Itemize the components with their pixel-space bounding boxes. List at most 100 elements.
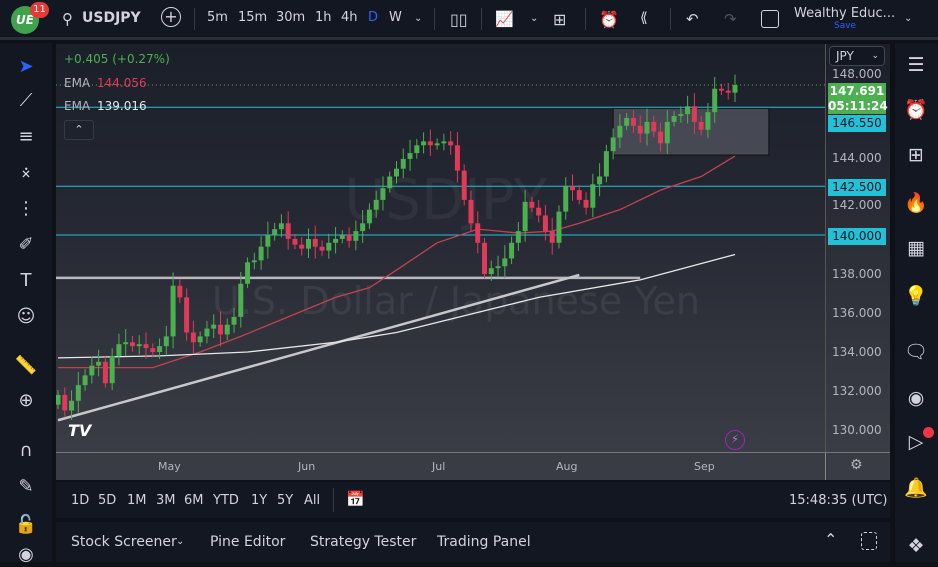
add-symbol-icon[interactable]: + <box>161 7 181 27</box>
magnet-icon[interactable]: ∩ <box>19 440 33 461</box>
range-3m[interactable]: 3M <box>156 493 176 508</box>
fib-icon[interactable]: ⋮ <box>17 198 35 219</box>
interval-15m[interactable]: 15m <box>238 10 268 25</box>
tab-stock-screener[interactable]: Stock Screener <box>71 534 177 550</box>
interval-w[interactable]: W <box>389 10 402 25</box>
candle-body <box>732 85 738 93</box>
chevron-down-icon[interactable]: ⌄ <box>904 13 913 24</box>
layout-name[interactable]: Wealthy Educ... <box>794 6 896 21</box>
tab-strategy-tester[interactable]: Strategy Tester <box>310 534 417 550</box>
ruler-icon[interactable]: 📏 <box>14 355 38 376</box>
bell-icon[interactable]: 🔔 <box>904 477 928 499</box>
candle-body <box>346 235 352 241</box>
emoji-icon[interactable]: ☺ <box>16 306 36 327</box>
tab-trading-panel[interactable]: Trading Panel <box>437 534 531 550</box>
candles-icon[interactable]: ▯▯ <box>450 10 468 29</box>
candle-body <box>387 176 393 189</box>
drawing-toolbar: ➤ ⟋ ≡ ⨰ ⋮ ✐ T ☺ 📏 ⊕ ∩ ✎ 🔓 ◉ <box>0 43 52 565</box>
candle-body <box>319 246 325 251</box>
bar-countdown: 05:11:24 <box>828 99 888 113</box>
interval-d[interactable]: D <box>368 10 379 25</box>
candle-body <box>583 199 589 208</box>
candle-body <box>129 342 135 347</box>
range-5y[interactable]: 5Y <box>277 493 294 508</box>
maximize-panel-icon[interactable] <box>861 532 877 550</box>
ema1-label: EMA <box>64 76 91 90</box>
interval-30m[interactable]: 30m <box>276 10 306 25</box>
lock-icon[interactable]: 🔓 <box>14 514 38 535</box>
layouts-grid-icon[interactable]: ⊞ <box>553 10 567 29</box>
chevron-down-icon[interactable]: ⌄ <box>530 13 539 24</box>
candle-body <box>136 344 142 347</box>
calendar-icon[interactable]: ▦ <box>907 237 925 259</box>
range-ytd[interactable]: YTD <box>213 493 239 508</box>
right-sidebar: ☰ ⏰ ⊞ 🔥 ▦ 💡 🗨 ◉ ▷ 🔔 ❖ <box>895 43 938 562</box>
live-icon[interactable]: ▷ <box>908 431 924 453</box>
range-1m[interactable]: 1M <box>127 493 147 508</box>
candle-body <box>427 141 433 146</box>
candle-body <box>549 231 555 243</box>
go-to-date-icon[interactable]: 📅 <box>346 490 365 508</box>
indicators-icon[interactable]: 📈 <box>495 10 514 28</box>
candle-body <box>617 125 623 138</box>
currency-select[interactable]: JPY ⌄ <box>829 46 885 66</box>
interval-5m[interactable]: 5m <box>207 10 228 25</box>
ema2-label: EMA <box>64 99 91 113</box>
horizontal-lines-icon[interactable]: ≡ <box>18 126 34 147</box>
collapse-legend-button[interactable]: ⌃ <box>64 120 94 140</box>
candle-body <box>211 324 217 329</box>
range-1d[interactable]: 1D <box>71 493 90 508</box>
time-axis[interactable]: May Jun Jul Aug Sep ⚙ <box>56 452 890 480</box>
add-list-icon[interactable]: ⊞ <box>908 144 924 166</box>
symbol-search[interactable]: USDJPY <box>82 10 141 26</box>
cursor-icon[interactable]: ➤ <box>18 56 34 77</box>
range-all[interactable]: All <box>304 493 321 508</box>
interval-4h[interactable]: 4h <box>341 10 358 25</box>
candle-body <box>380 188 386 200</box>
notification-badge: 11 <box>30 2 49 18</box>
trend-line-icon[interactable]: ⟋ <box>19 90 33 111</box>
lock-drawing-icon[interactable]: ✎ <box>18 476 34 497</box>
watchlist-icon[interactable]: ☰ <box>907 54 925 76</box>
ideas-bulb-icon[interactable]: 💡 <box>904 285 928 307</box>
month-sep: Sep <box>694 460 715 473</box>
range-6m[interactable]: 6M <box>184 493 204 508</box>
tab-pine-editor[interactable]: Pine Editor <box>210 534 286 550</box>
candle-body <box>610 137 616 152</box>
candle-body <box>366 209 372 224</box>
range-5d[interactable]: 5D <box>98 493 117 508</box>
streams-icon[interactable]: ◉ <box>907 387 925 409</box>
lightning-icon[interactable]: ⚡ <box>725 430 745 450</box>
chart-pane[interactable]: USDJPY U.S. Dollar / Japanese Yen +0.405… <box>56 44 825 452</box>
chevron-down-icon[interactable]: ⌄ <box>176 536 185 547</box>
last-price: 147.691 <box>829 84 885 98</box>
redo-icon[interactable]: ↷ <box>724 10 737 28</box>
zoom-in-icon[interactable]: ⊕ <box>18 390 34 411</box>
pattern-icon[interactable]: ⨰ <box>20 162 32 183</box>
alarm-clock-icon[interactable]: ⏰ <box>904 99 928 121</box>
divider <box>333 488 334 512</box>
range-1y[interactable]: 1Y <box>251 493 268 508</box>
candle-body <box>563 186 569 212</box>
layers-icon[interactable]: ❖ <box>907 535 925 557</box>
clock-utc[interactable]: 15:48:35 (UTC) <box>789 493 888 508</box>
eye-icon[interactable]: ◉ <box>18 544 34 565</box>
undo-icon[interactable]: ↶ <box>686 10 699 28</box>
text-icon[interactable]: T <box>20 270 32 291</box>
save-button[interactable]: Save <box>834 21 857 31</box>
chevron-up-icon[interactable]: ⌃ <box>824 530 838 549</box>
hotlist-flame-icon[interactable]: 🔥 <box>904 192 928 214</box>
chat-icon[interactable]: 🗨 <box>903 341 929 363</box>
candle-body <box>590 184 596 208</box>
month-jun: Jun <box>298 460 316 473</box>
settings-gear-icon[interactable]: ⚙ <box>850 457 863 473</box>
search-icon[interactable]: ⚲ <box>62 10 73 28</box>
alarm-add-icon[interactable]: ⏰ <box>599 10 619 29</box>
brush-icon[interactable]: ✐ <box>18 234 34 255</box>
price-axis[interactable]: JPY ⌄ 148.000 144.000 142.000 138.000 136… <box>825 44 890 452</box>
fullscreen-icon[interactable] <box>761 10 779 28</box>
replay-icon[interactable]: ⟪ <box>640 10 648 26</box>
chevron-down-icon[interactable]: ⌄ <box>414 13 423 24</box>
price-chart[interactable]: USDJPY U.S. Dollar / Japanese Yen <box>56 44 825 452</box>
interval-1h[interactable]: 1h <box>315 10 332 25</box>
